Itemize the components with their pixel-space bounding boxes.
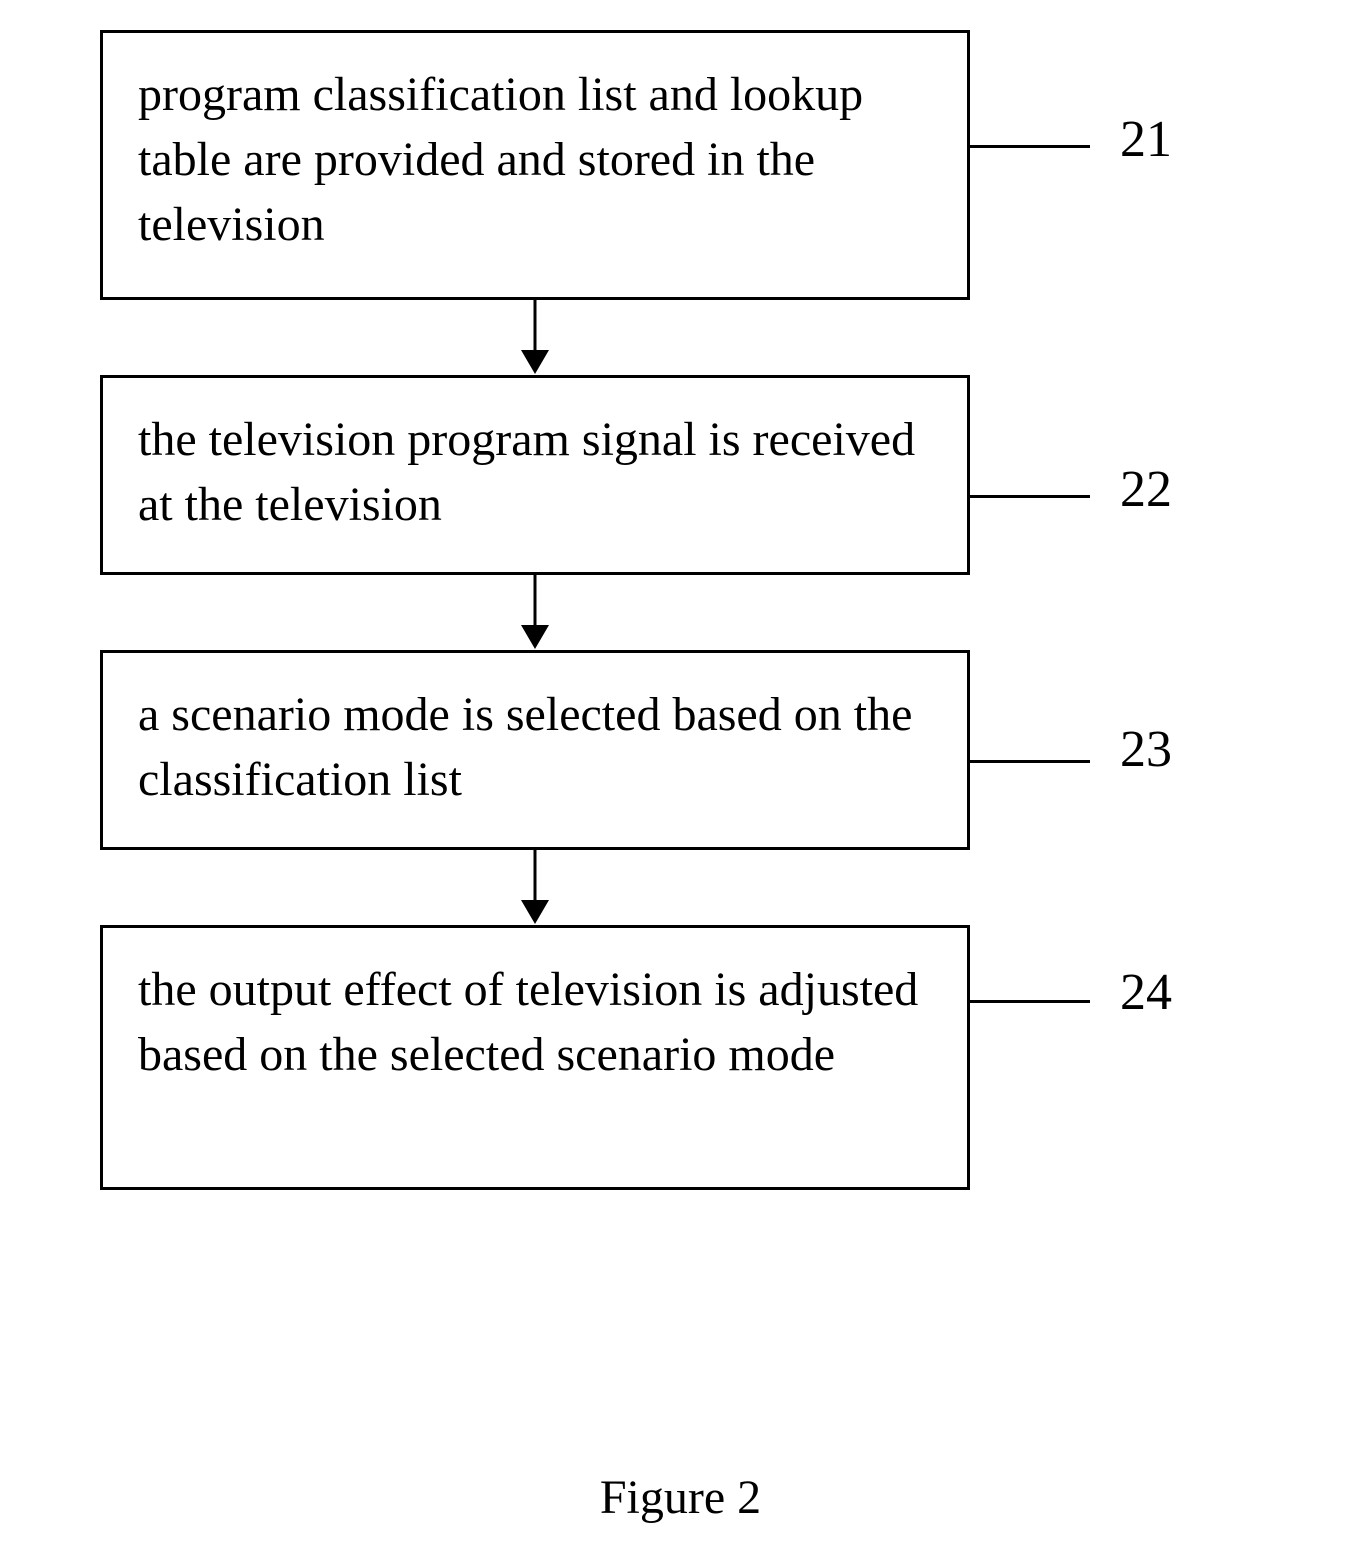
label-23: 23	[1120, 720, 1172, 779]
label-21: 21	[1120, 110, 1172, 169]
arrow-line-icon	[534, 300, 537, 355]
flow-box-21: program classification list and lookup t…	[100, 30, 970, 300]
arrow-line-icon	[534, 575, 537, 630]
arrow-line-icon	[534, 850, 537, 905]
flow-step-2: the television program signal is receive…	[100, 375, 1280, 575]
label-24: 24	[1120, 963, 1172, 1022]
flow-box-24: the output effect of television is adjus…	[100, 925, 970, 1190]
figure-caption: Figure 2	[600, 1470, 761, 1525]
flow-box-23: a scenario mode is selected based on the…	[100, 650, 970, 850]
flow-step-4: the output effect of television is adjus…	[100, 925, 1280, 1190]
label-line-23	[970, 760, 1090, 763]
flow-step-1: program classification list and lookup t…	[100, 30, 1280, 300]
flow-box-21-text: program classification list and lookup t…	[138, 63, 932, 257]
arrow-head-icon	[521, 350, 549, 374]
arrow-2-3	[100, 575, 970, 650]
label-line-21	[970, 145, 1090, 148]
arrow-3-4	[100, 850, 970, 925]
label-line-24	[970, 1000, 1090, 1003]
flow-box-22: the television program signal is receive…	[100, 375, 970, 575]
arrow-1-2	[100, 300, 970, 375]
arrow-head-icon	[521, 625, 549, 649]
flow-box-24-text: the output effect of television is adjus…	[138, 958, 932, 1088]
label-22: 22	[1120, 460, 1172, 519]
label-line-22	[970, 495, 1090, 498]
flow-box-22-text: the television program signal is receive…	[138, 408, 932, 538]
flowchart-container: program classification list and lookup t…	[100, 30, 1280, 1190]
flow-box-23-text: a scenario mode is selected based on the…	[138, 683, 932, 813]
flow-step-3: a scenario mode is selected based on the…	[100, 650, 1280, 850]
arrow-head-icon	[521, 900, 549, 924]
